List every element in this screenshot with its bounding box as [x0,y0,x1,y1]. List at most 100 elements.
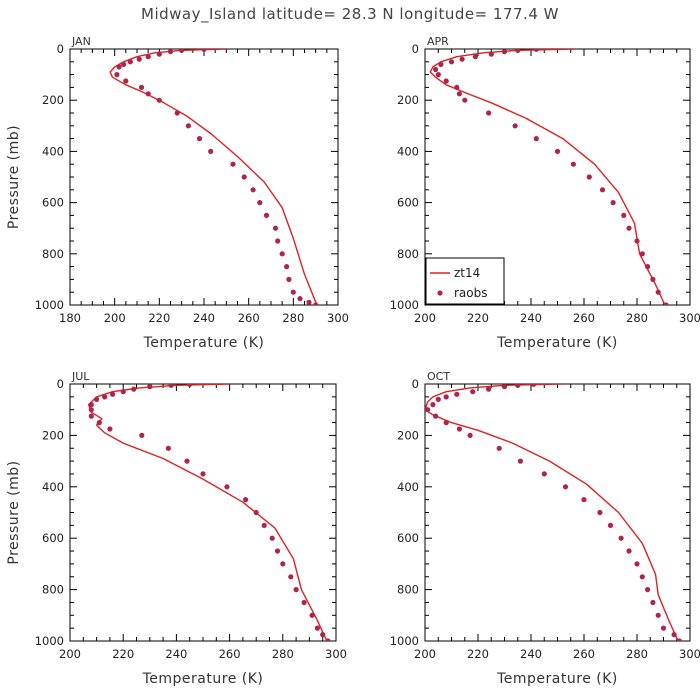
model-profile-line [425,384,679,641]
obs-point [257,200,263,206]
legend-obs-label: raobs [454,286,488,300]
x-tick-label: 300 [327,311,349,325]
obs-point [123,78,129,84]
x-tick-label: 280 [626,311,648,325]
figure-title: Midway_Island latitude= 28.3 N longitude… [141,5,559,24]
obs-point [275,238,281,244]
obs-point [443,420,449,426]
obs-point [314,625,320,631]
panel-month-label: JUL [71,370,90,383]
obs-point [610,200,616,206]
plot-area [87,384,331,641]
y-tick-label: 800 [397,583,419,597]
obs-point [187,384,193,387]
y-tick-label: 400 [42,480,64,494]
obs-point [570,161,577,167]
obs-point [139,432,145,438]
obs-point [184,458,190,464]
obs-point [147,384,153,390]
obs-point [454,84,460,90]
obs-point [645,587,651,593]
obs-point [185,123,191,129]
obs-point [433,66,439,73]
obs-point [621,212,627,218]
x-tick-label: 300 [679,311,700,325]
x-tick-label: 200 [414,311,436,325]
obs-point [425,407,431,413]
obs-point [541,471,547,477]
y-axis-label: Pressure (mb) [6,125,22,229]
obs-point [650,276,656,282]
obs-point [156,51,162,57]
obs-point [645,264,651,270]
obs-point [663,302,669,305]
y-tick-label: 1000 [35,634,64,648]
obs-point [650,599,656,606]
obs-point [196,136,203,142]
x-tick-label: 240 [193,311,215,325]
obs-point [297,296,303,302]
y-tick-label: 600 [397,196,419,210]
obs-point [626,548,632,554]
obs-point [250,187,256,193]
obs-point [496,445,502,451]
y-tick-label: 600 [397,531,419,545]
obs-point [501,384,508,390]
obs-point [639,574,645,580]
obs-point [655,612,661,618]
obs-point [269,535,275,541]
obs-point [443,78,449,84]
obs-point [459,56,465,62]
obs-point [512,123,518,129]
obs-point [243,497,249,503]
y-tick-label: 200 [42,428,64,442]
y-tick-label: 400 [397,480,419,494]
x-tick-label: 220 [148,311,170,325]
x-axis-label: Temperature (K) [496,335,618,351]
obs-point [224,484,230,490]
y-axis-label: Pressure (mb) [6,460,22,564]
obs-point [107,426,113,432]
model-profile-line [87,384,328,641]
obs-point [121,61,127,67]
obs-point [279,251,285,257]
obs-point [120,389,126,395]
obs-point [486,110,492,116]
obs-point [462,97,468,103]
y-tick-label: 0 [412,42,419,56]
panel-month-label: APR [427,35,449,48]
panel-jan: JAN 180 200 220 240 260 280 300 0 200 400 600 800 100… [6,35,349,351]
obs-point [320,632,326,638]
model-profile-line [109,49,318,305]
x-tick-label: 220 [467,311,489,325]
obs-point [435,72,441,78]
obs-point [241,174,247,180]
legend-box [425,257,505,305]
obs-point [448,59,455,65]
panel-month-label: JAN [71,35,91,48]
plot-frame [69,383,337,642]
obs-point [156,97,162,103]
obs-point [515,384,521,388]
x-tick-label: 280 [626,647,648,661]
obs-point [145,91,151,97]
x-tick-label: 260 [573,311,595,325]
obs-point [230,161,236,167]
obs-point [671,632,677,638]
y-tick-label: 0 [412,377,419,391]
obs-point [433,413,439,419]
obs-point [430,402,436,408]
x-tick-label: 220 [112,647,134,661]
legend-obs-swatch [437,290,443,296]
y-tick-label: 0 [57,42,64,56]
x-tick-label: 260 [238,311,260,325]
obs-point [660,625,667,631]
obs-point [599,187,606,193]
obs-point [114,72,120,78]
y-tick-label: 1000 [35,298,64,312]
y-tick-label: 800 [397,247,419,261]
obs-point [655,289,661,295]
obs-point [131,386,137,392]
plot-frame [69,48,339,306]
obs-point [581,497,587,503]
